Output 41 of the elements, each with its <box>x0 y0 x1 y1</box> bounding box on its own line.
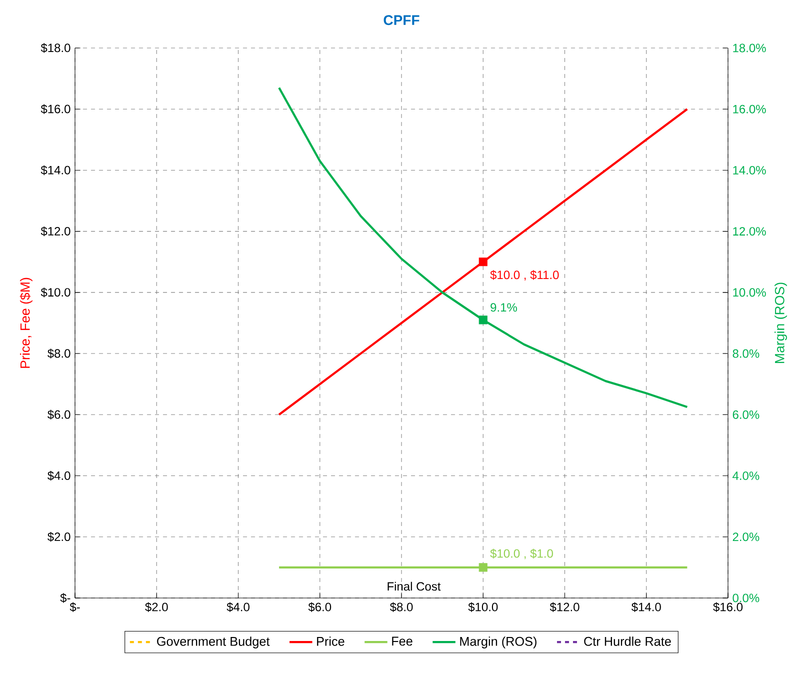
legend-label: Fee <box>392 636 412 646</box>
y2-axis-title: Margin (ROS) <box>774 282 787 364</box>
y2-tick-label: 14.0% <box>733 166 766 174</box>
y-tick-label: $2.0 <box>48 532 70 542</box>
legend-label: Price <box>317 636 344 646</box>
y2-tick-label: 16.0% <box>733 104 766 114</box>
chart-subtitle: CPFF <box>384 15 420 26</box>
y2-tick-label: 8.0% <box>732 349 760 358</box>
y2-tick-label: 18.0% <box>733 44 766 52</box>
x-tick-label: $10.0 <box>468 602 498 612</box>
x-tick-label: $2.0 <box>145 602 168 612</box>
y-tick-label: $14.0 <box>40 165 70 176</box>
legend-label: Government Budget <box>157 636 270 648</box>
data-label: 9.1% <box>490 303 517 312</box>
y2-tick-label: 2.0% <box>732 532 760 542</box>
x-tick-label: $16.0 <box>713 602 743 612</box>
legend-label: Margin (ROS) <box>460 636 536 648</box>
y-tick-label: $8.0 <box>48 348 70 358</box>
y-tick-label: $18.0 <box>40 43 70 53</box>
y-tick-label: $12.0 <box>40 226 70 236</box>
y-tick-label: $- <box>60 593 70 603</box>
x-tick-label: $14.0 <box>631 602 661 612</box>
data-label: $10.0 , $1.0 <box>490 548 553 560</box>
x-tick-label: $6.0 <box>308 602 332 612</box>
y-tick-label: $10.0 <box>40 288 70 298</box>
legend-label: Ctr Hurdle Rate <box>584 636 671 646</box>
y2-tick-label: 4.0% <box>732 472 760 480</box>
x-tick-label: $4.0 <box>226 602 250 612</box>
data-label: $10.0 , $11.0 <box>490 270 559 281</box>
y2-tick-label: 0.0% <box>732 594 760 602</box>
y-axis-title: Price, Fee ($M) <box>20 278 32 368</box>
y2-tick-label: 10.0% <box>733 288 766 297</box>
y-tick-label: $4.0 <box>48 470 70 481</box>
x-axis-title: Final Cost <box>388 582 441 591</box>
x-tick-label: $12.0 <box>550 602 580 612</box>
y-tick-label: $16.0 <box>40 104 70 114</box>
y2-tick-label: 12.0% <box>733 227 766 236</box>
y-tick-label: $6.0 <box>48 410 70 420</box>
x-tick-label: $8.0 <box>390 602 413 612</box>
x-tick-label: $- <box>70 602 80 612</box>
y2-tick-label: 6.0% <box>732 410 760 419</box>
